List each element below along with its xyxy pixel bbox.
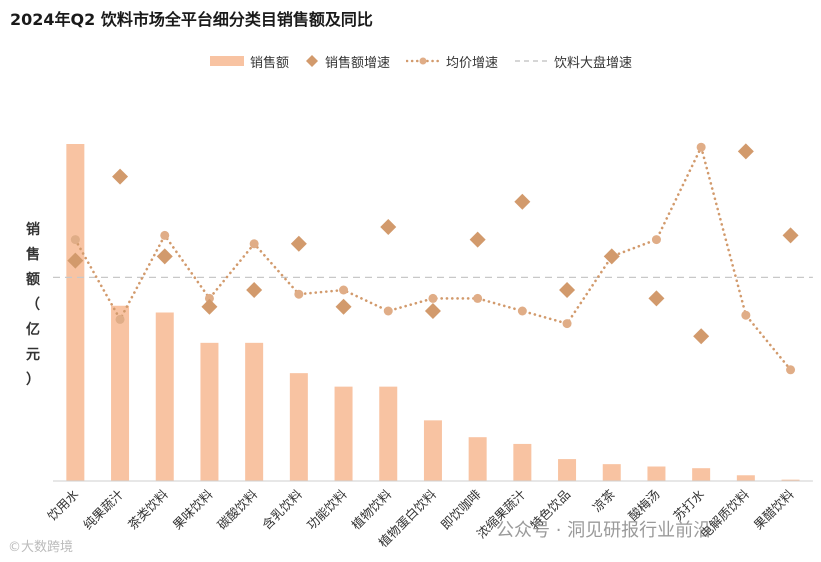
legend-label-sales-growth: 销售额增速 — [325, 55, 391, 71]
price-growth-point-8 — [383, 306, 393, 316]
x-tick-label-1: 饮用水 — [44, 486, 81, 523]
x-tick-label-8: 植物饮料 — [348, 486, 394, 532]
sales-growth-point-9 — [424, 303, 441, 319]
price-growth-line — [74, 143, 792, 372]
price-growth-point-16 — [741, 310, 751, 320]
y-axis-label-char: 元 — [26, 347, 40, 363]
x-tick-label-10: 即饮咖啡 — [438, 486, 484, 532]
sales-growth-point-13 — [603, 248, 620, 265]
sales-growth-point-8 — [380, 219, 397, 235]
price-growth-point-11 — [517, 306, 527, 316]
legend-item-sales: 销售额 — [210, 52, 289, 71]
y-axis-label-char: （ — [26, 297, 40, 313]
price-growth-point-7 — [339, 285, 349, 295]
legend: 销售额 销售额增速 均价增速 饮料大盘增速 — [210, 50, 648, 72]
y-axis-label-char: ） — [26, 372, 40, 388]
legend-swatch-dotted-line — [406, 57, 441, 65]
y-axis-label-char: 销 — [26, 222, 40, 238]
sales-growth-point-17 — [782, 227, 799, 244]
watermark-right: 公众号 · 洞见研报行业前沿 — [496, 520, 712, 541]
x-tick-label-3: 茶类饮料 — [125, 486, 171, 532]
sales-growth-point-2 — [112, 168, 129, 185]
sales-growth-point-6 — [290, 235, 307, 252]
y-axis-label-char: 额 — [26, 272, 40, 288]
bar-3 — [155, 312, 174, 481]
price-growth-point-4 — [204, 293, 214, 303]
sales-growth-point-10 — [469, 231, 486, 248]
legend-swatch-bar — [210, 56, 244, 66]
x-tick-label-5: 碳酸饮料 — [214, 486, 260, 532]
sales-growth-point-7 — [335, 298, 352, 315]
bar-15 — [692, 468, 711, 481]
x-tick-label-7: 功能饮料 — [304, 486, 350, 532]
legend-item-sales-growth: 销售额增速 — [305, 52, 390, 71]
sales-growth-point-4 — [201, 298, 218, 315]
legend-label-market-growth: 饮料大盘增速 — [554, 55, 633, 71]
price-growth-point-5 — [249, 239, 259, 249]
y-axis-label-char: 售 — [26, 247, 40, 263]
legend-item-price-growth: 均价增速 — [406, 52, 498, 71]
price-growth-point-1 — [70, 235, 80, 245]
chart-title: 2024年Q2 饮料市场全平台细分类目销售额及同比 — [10, 10, 373, 29]
x-tick-label-6: 含乳饮料 — [259, 486, 305, 532]
bar-6 — [289, 373, 308, 481]
bar-13 — [602, 464, 621, 481]
bar-16 — [736, 475, 755, 481]
legend-label-price-growth: 均价增速 — [446, 55, 499, 71]
x-tick-label-4: 果味饮料 — [170, 486, 216, 532]
x-tick-label-2: 纯果蔬汁 — [80, 486, 126, 532]
bar-8 — [379, 386, 398, 481]
sales-growth-point-15 — [693, 328, 710, 345]
bar-1 — [66, 144, 85, 481]
y-axis-label: 销售额 （ 亿元 ） — [22, 218, 44, 393]
bar-2 — [111, 305, 130, 481]
legend-swatch-diamond — [306, 55, 319, 67]
watermark-left: ©大数跨境 — [8, 540, 74, 555]
price-growth-point-3 — [160, 230, 170, 240]
price-growth-point-9 — [428, 293, 438, 303]
price-growth-point-14 — [651, 235, 661, 245]
legend-label-sales: 销售额 — [250, 55, 290, 71]
sales-growth-point-1 — [67, 252, 84, 269]
price-growth-point-12 — [562, 319, 572, 329]
bar-11 — [513, 443, 532, 481]
bar-17 — [781, 479, 800, 481]
sales-growth-point-3 — [156, 248, 173, 265]
bar-5 — [245, 342, 264, 481]
bar-14 — [647, 466, 666, 481]
price-growth-point-15 — [696, 142, 706, 152]
sales-growth-point-16 — [737, 143, 754, 160]
bar-12 — [558, 459, 577, 481]
x-tick-label-17: 果醋饮料 — [751, 486, 797, 532]
bar-4 — [200, 342, 219, 481]
price-growth-point-2 — [115, 314, 125, 324]
sales-growth-point-5 — [246, 282, 263, 298]
sales-growth-point-11 — [514, 193, 531, 210]
bar-9 — [423, 420, 442, 481]
price-growth-point-10 — [473, 293, 483, 303]
sales-growth-point-12 — [559, 282, 576, 298]
price-growth-point-6 — [294, 289, 304, 299]
bar-7 — [334, 386, 353, 481]
sales-growth-point-14 — [648, 290, 665, 307]
x-tick-label-13: 凉茶 — [590, 486, 619, 515]
price-growth-point-17 — [786, 365, 796, 375]
y-axis-label-char: 亿 — [26, 322, 40, 338]
legend-item-market-growth: 饮料大盘增速 — [514, 52, 632, 71]
bar-10 — [468, 437, 487, 481]
